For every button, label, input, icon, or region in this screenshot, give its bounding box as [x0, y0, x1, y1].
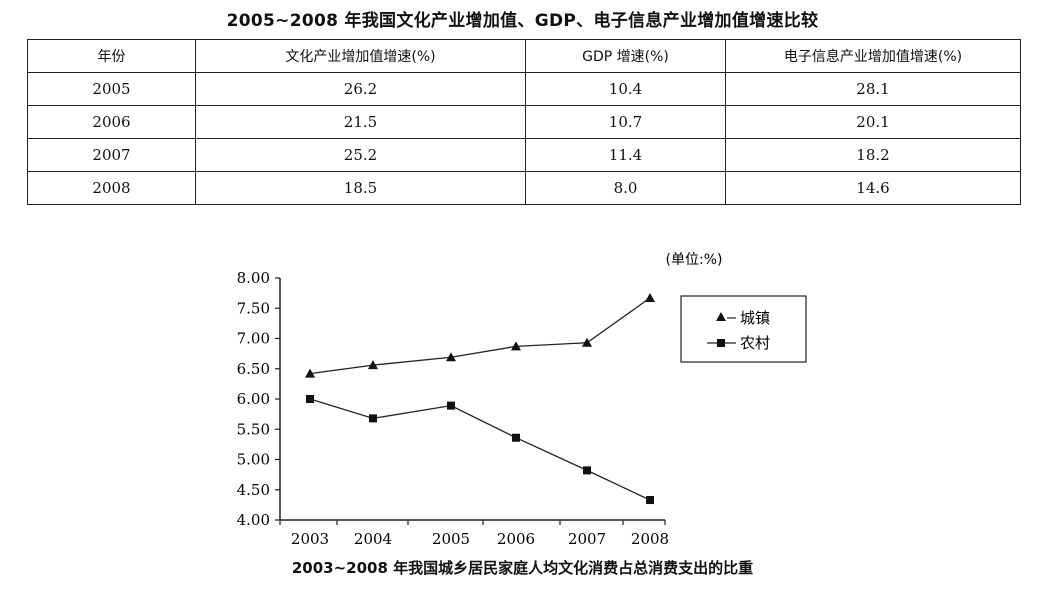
y-tick-label: 8.00: [237, 269, 270, 287]
rural-data-point: [369, 414, 377, 423]
urban-data-point: [511, 341, 521, 351]
cell-gdp-growth: 8.0: [525, 171, 726, 205]
cell-electronics-growth: 18.2: [725, 138, 1021, 172]
rural-data-point: [512, 433, 520, 442]
header-electronics-growth: 电子信息产业增加值增速(%): [725, 39, 1021, 73]
urban-data-point: [645, 292, 655, 302]
table-row: 2005 26.2 10.4 28.1: [27, 72, 1021, 106]
y-tick-label: 5.00: [237, 451, 270, 469]
x-tick-label: 2004: [354, 530, 392, 548]
legend-urban-label: 城镇: [740, 309, 770, 327]
growth-rate-table: 年份 文化产业增加值增速(%) GDP 增速(%) 电子信息产业增加值增速(%)…: [27, 39, 1021, 205]
urban-data-point: [446, 352, 456, 362]
header-culture-growth: 文化产业增加值增速(%): [195, 39, 526, 73]
x-tick-label: 2007: [568, 530, 606, 548]
x-tick-label: 2006: [497, 530, 535, 548]
cell-culture-growth: 18.5: [195, 171, 526, 205]
y-tick-label: 6.00: [237, 390, 270, 408]
y-tick-label: 6.50: [237, 360, 270, 378]
y-tick-label: 4.00: [237, 511, 270, 529]
rural-data-point: [646, 496, 654, 505]
x-tick-label: 2005: [432, 530, 470, 548]
cell-gdp-growth: 10.4: [525, 72, 726, 106]
rural-data-point: [583, 466, 591, 475]
legend-rural-marker: [717, 339, 725, 347]
cell-culture-growth: 25.2: [195, 138, 526, 172]
unit-label: (单位:%): [666, 252, 723, 268]
chart-caption: 2003~2008 年我国城乡居民家庭人均文化消费占总消费支出的比重: [291, 559, 754, 577]
y-tick-label: 4.50: [237, 481, 270, 499]
legend-urban-marker: [716, 312, 726, 321]
table-row: 2008 18.5 8.0 14.6: [27, 171, 1021, 205]
table-header-row: 年份 文化产业增加值增速(%) GDP 增速(%) 电子信息产业增加值增速(%): [27, 39, 1021, 73]
y-tick-label: 5.50: [237, 420, 270, 438]
cell-electronics-growth: 14.6: [725, 171, 1021, 205]
header-year: 年份: [27, 39, 196, 73]
x-tick-label: 2003: [291, 530, 329, 548]
urban-data-point: [368, 360, 378, 370]
rural-data-point: [306, 395, 314, 403]
urban-data-point: [305, 368, 315, 378]
y-tick-label: 7.50: [237, 299, 270, 317]
cell-gdp-growth: 10.7: [525, 105, 726, 139]
cell-culture-growth: 21.5: [195, 105, 526, 139]
urban-series-line: [309, 297, 651, 375]
table-title: 2005~2008 年我国文化产业增加值、GDP、电子信息产业增加值增速比较: [226, 11, 819, 31]
legend-rural-label: 农村: [740, 334, 770, 352]
cell-electronics-growth: 20.1: [725, 105, 1021, 139]
cell-year: 2008: [27, 171, 196, 205]
x-tick-label: 2008: [631, 530, 669, 548]
header-gdp-growth: GDP 增速(%): [525, 39, 726, 73]
rural-data-point: [447, 401, 455, 410]
rural-series-line: [309, 398, 651, 501]
cell-electronics-growth: 28.1: [725, 72, 1021, 106]
y-tick-label: 7.00: [237, 330, 270, 348]
urban-data-point: [582, 337, 592, 347]
cell-year: 2005: [27, 72, 196, 106]
legend-box: [680, 295, 807, 363]
